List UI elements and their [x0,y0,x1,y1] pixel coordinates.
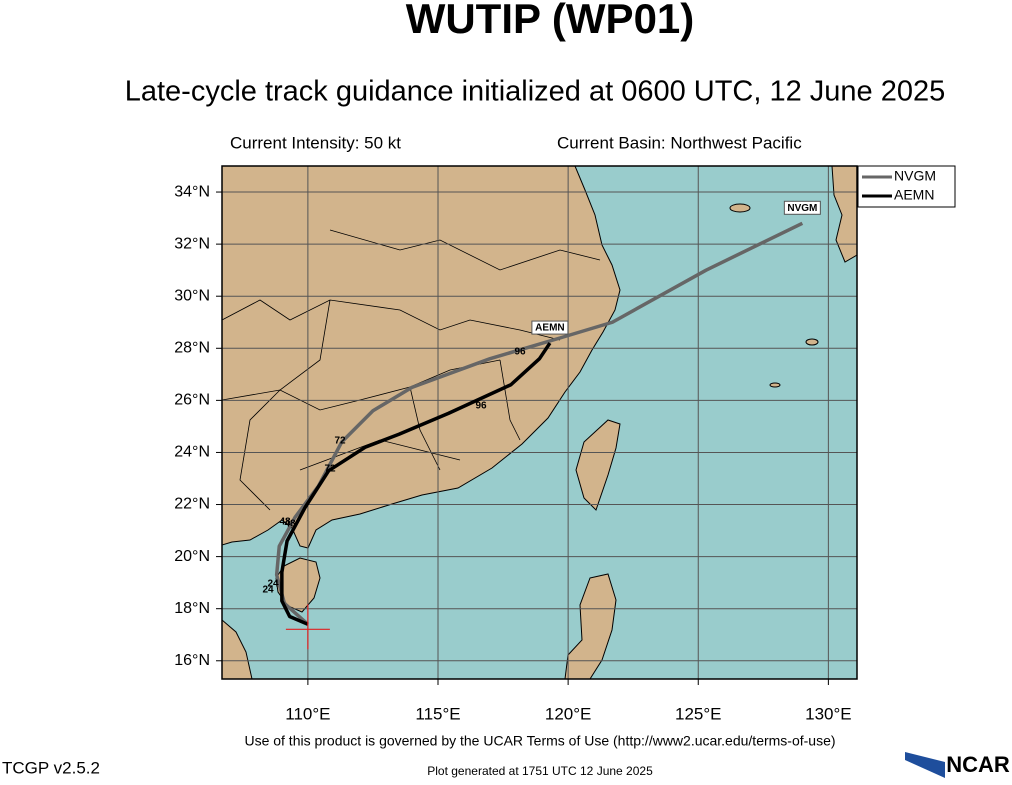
korea-japan [831,166,857,263]
x-tick-label: 130°E [805,704,852,723]
x-tick-label: 125°E [675,704,722,723]
forecast-hour-label: 72 [334,436,346,447]
border [222,299,561,341]
logo: NCAR [946,752,1010,777]
track [274,221,804,626]
track-end-box [783,200,821,215]
island [729,203,751,213]
y-tick-label: 18°N [174,600,210,617]
y-tick-label: 24°N [174,444,210,461]
y-tick-label: 32°N [174,235,210,252]
legend-box [857,165,956,208]
y-tick-label: 34°N [174,183,210,200]
vietnam [222,619,253,679]
track-end-box [531,320,569,335]
logo-mark [905,752,945,778]
island [769,382,781,388]
tracks: 24 48 72 96 NVGM 24 48 72 96 AEMN [262,200,821,650]
track [280,342,552,626]
luzon [564,573,617,679]
x-tick-label: 115°E [415,704,460,723]
y-tick-label: 26°N [174,392,210,409]
border [329,229,601,271]
y-tick-label: 28°N [174,340,210,357]
border [239,299,331,511]
track-end-label: NVGM [787,203,817,214]
y-tick-label: 16°N [174,652,210,669]
axes: 110°E 115°E 120°E 125°E 130°E 16°N 18°N 20°N 22°… [174,183,851,723]
legend: NVGM AEMN [862,168,936,203]
border [409,386,441,471]
forecast-hour-label: 48 [279,517,291,528]
x-tick-label: 110°E [285,704,330,723]
y-tick-label: 22°N [174,496,210,513]
borders [222,229,601,511]
generated: Plot generated at 1751 UTC 12 June 2025 [427,764,653,778]
forecast-hour-label: 48 [284,519,296,530]
plot-frame [221,165,858,680]
taiwan [575,419,621,511]
x-tick-label: 120°E [545,704,592,723]
y-tick-label: 20°N [174,548,210,565]
legend-label: AEMN [894,187,934,203]
title: WUTIP (WP01) [406,0,695,42]
forecast-hour-label: 24 [262,585,274,596]
y-tick-label: 30°N [174,287,210,304]
island [805,338,819,346]
grid [222,166,857,679]
border [499,359,521,441]
forecast-hour-label: 96 [514,347,526,358]
subtitle: Late-cycle track guidance initialized at… [125,76,946,108]
track-end-label: AEMN [535,323,564,334]
terms: Use of this product is governed by the U… [244,733,835,749]
info-right: Current Basin: Northwest Pacific [557,133,802,152]
forecast-hour-label: 96 [475,401,487,412]
version: TCGP v2.5.2 [2,758,100,777]
info-left: Current Intensity: 50 kt [230,133,401,152]
map: 24 48 72 96 NVGM 24 48 72 96 AEMN [222,166,857,679]
legend-label: NVGM [894,168,936,184]
forecast-hour-label: 24 [267,579,279,590]
forecast-hour-label: 72 [324,464,336,475]
